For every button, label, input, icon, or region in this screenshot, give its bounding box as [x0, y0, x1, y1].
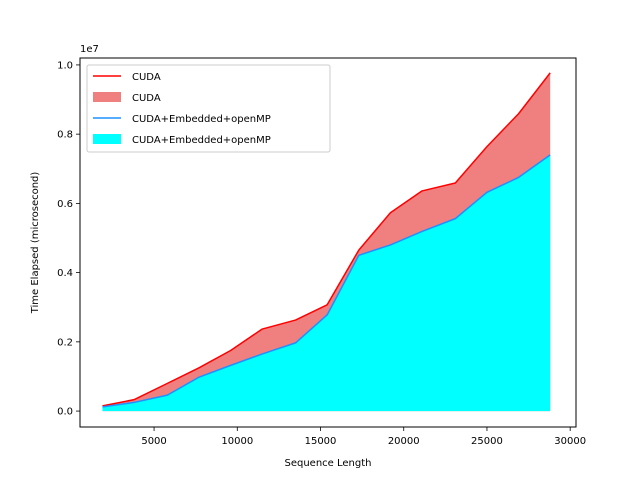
x-tick-label: 5000 — [141, 436, 166, 447]
series-fills — [102, 72, 551, 412]
legend: CUDA CUDA CUDA+Embedded+openMP CUDA+Embedde… — [86, 64, 331, 153]
legend-label: CUDA+Embedded+openMP — [132, 135, 271, 146]
y-tick-label: 0.8 — [57, 130, 73, 141]
y-tick-label: 0.0 — [57, 407, 73, 418]
y-offset-text: 1e7 — [80, 44, 99, 55]
y-tick-label: 1.0 — [57, 60, 73, 71]
y-axis-ticks: 0.0 0.2 0.4 0.6 0.8 1.0 — [57, 60, 80, 418]
line-series-0 — [102, 72, 551, 407]
x-tick-label: 10000 — [221, 436, 253, 447]
y-tick-label: 0.6 — [57, 199, 73, 210]
y-tick-label: 0.2 — [57, 337, 73, 348]
legend-label: CUDA — [132, 72, 161, 83]
legend-label: CUDA — [132, 93, 161, 104]
x-tick-label: 15000 — [305, 436, 337, 447]
legend-patch-swatch — [93, 92, 121, 102]
legend-label: CUDA+Embedded+openMP — [132, 114, 271, 125]
y-tick-label: 0.4 — [57, 268, 73, 279]
line-series-1 — [102, 154, 551, 408]
x-tick-label: 30000 — [554, 436, 586, 447]
x-axis-label: Sequence Length — [285, 458, 372, 469]
x-tick-label: 25000 — [471, 436, 503, 447]
legend-patch-swatch — [93, 134, 121, 144]
x-tick-label: 20000 — [388, 436, 420, 447]
series-lines — [102, 72, 551, 408]
area-fill-series-1 — [102, 154, 551, 412]
legend-frame — [86, 64, 331, 153]
plot-area-frame — [79, 57, 577, 428]
x-axis-ticks: 5000 10000 15000 20000 25000 30000 — [141, 427, 586, 447]
y-axis-label: Time Elapsed (microsecond) — [30, 172, 41, 315]
